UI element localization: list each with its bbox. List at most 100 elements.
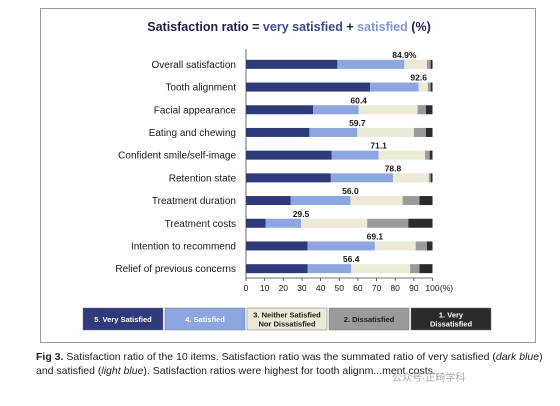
data-label: 60.4 (350, 95, 367, 105)
bar-segment-1 (246, 59, 338, 69)
bar-segment-5 (425, 127, 433, 137)
category-label: Confident smile/self-image (118, 151, 236, 162)
data-label: 92.6 (410, 73, 427, 83)
x-tick-label: 30 (297, 283, 307, 293)
bar-segment-1 (246, 82, 371, 92)
category-label: Facial appearance (154, 105, 237, 116)
x-tick-label: 70 (372, 283, 382, 293)
bar-segment-5 (430, 173, 433, 183)
bar-segment-3 (378, 150, 426, 160)
data-label: 84.9% (392, 50, 417, 60)
bar-segment-4 (428, 173, 431, 183)
category-label: Treatment costs (165, 219, 236, 230)
bar-segment-4 (417, 105, 426, 115)
chart-title-part: satisfied (357, 20, 408, 34)
bar-segment-1 (246, 105, 314, 115)
watermark-text: 公众号·正畸学科 (392, 373, 466, 384)
bar-segment-2 (309, 127, 358, 137)
bar-segment-4 (410, 264, 420, 274)
data-label: 56.4 (343, 254, 360, 264)
data-label: 29.5 (293, 209, 310, 219)
bar-segment-5 (430, 59, 433, 69)
x-tick-label: 40 (316, 283, 326, 293)
caption-fragment: Satisfaction ratio of the 10 items. Sati… (63, 351, 496, 363)
caption-fragment: ment costs. (382, 365, 436, 377)
bar-segment-1 (246, 173, 331, 183)
data-label: 69.1 (367, 231, 384, 241)
bar-segment-1 (246, 150, 332, 160)
caption-text: Satisfaction ratio of the 10 items. Sati… (36, 351, 543, 377)
bar-segment-5 (430, 82, 433, 92)
bar-segment-5 (419, 264, 433, 274)
bar-segment-1 (246, 241, 308, 251)
data-label: 59.7 (349, 118, 366, 128)
chart-frame: Satisfaction ratio = very satisfied + sa… (40, 8, 536, 343)
x-tick-label: 90 (409, 283, 419, 293)
category-label: Relief of previous concerns (115, 264, 236, 275)
bar-segment-4 (425, 150, 430, 160)
caption-fragment: light blue (101, 365, 144, 377)
legend-label-line: 5. Very Satisfied (94, 315, 152, 324)
bar-segment-4 (367, 218, 409, 228)
legend-label-line: Nor Dissatisfied (258, 320, 316, 329)
chart-title: Satisfaction ratio = very satisfied + sa… (147, 20, 430, 34)
bar-segment-3 (351, 264, 411, 274)
bar-segment-2 (331, 150, 379, 160)
bar-segment-3 (358, 105, 418, 115)
bar-segment-3 (374, 241, 416, 251)
bar-segment-4 (402, 196, 420, 206)
x-tick-label: 50 (335, 283, 345, 293)
legend-label-line: 3. Neither Satisfied (253, 311, 321, 320)
data-label: 78.8 (385, 163, 402, 173)
bar-segment-2 (307, 264, 352, 274)
legend-label-line: 2. Dissatisfied (344, 315, 395, 324)
data-label: 56.0 (342, 186, 359, 196)
chart-title-part: Satisfaction ratio = (147, 20, 263, 34)
caption-fragment: ) and satisfied ( (36, 351, 543, 377)
bar-segment-5 (408, 218, 433, 228)
bar-segment-3 (404, 59, 427, 69)
caption-fragment: ). Satisfaction ratios were highest for … (143, 365, 383, 377)
x-tick-label: 80 (390, 283, 400, 293)
bar-segment-5 (425, 105, 433, 115)
x-tick-label: 0 (244, 283, 249, 293)
category-label: Retention state (169, 173, 237, 184)
legend-label: 2. Dissatisfied (344, 315, 395, 324)
bar-segment-4 (427, 82, 431, 92)
bar-segment-1 (246, 196, 291, 206)
bar-segment-2 (337, 59, 405, 69)
x-tick-label: 60 (353, 283, 363, 293)
category-label: Treatment duration (152, 196, 236, 207)
legend-swatch-4 (328, 307, 410, 331)
legend-label: 3. Neither Satisfied Nor Dissatisfied (253, 311, 321, 329)
bar-segment-2 (313, 105, 359, 115)
bar-segment-5 (419, 196, 433, 206)
bar-segment-4 (415, 241, 427, 251)
bar-segment-1 (246, 264, 308, 274)
x-tick-label: 100 (425, 283, 439, 293)
legend-label: 1. Very Dissatisfied (430, 311, 473, 329)
bar-segment-3 (357, 127, 414, 137)
chart-title-part: (%) (408, 20, 431, 34)
chart-title-part: + (343, 20, 357, 34)
bar-segment-5 (426, 241, 433, 251)
legend-label: 4. Satisfied (185, 315, 225, 324)
legend-swatch-3 (246, 307, 328, 331)
bar-segment-2 (370, 82, 419, 92)
x-tick-label: 20 (279, 283, 289, 293)
category-label: Overall satisfaction (152, 60, 236, 71)
category-label: Eating and chewing (149, 128, 236, 139)
x-tick-label: 10 (260, 283, 270, 293)
bar-segment-2 (265, 218, 302, 228)
bar-segment-2 (307, 241, 375, 251)
bar-segment-4 (426, 59, 431, 69)
caption-fragment: dark blue (495, 351, 540, 363)
bar-segment-3 (350, 196, 403, 206)
bar-segment-3 (301, 218, 368, 228)
bar-segment-1 (246, 218, 266, 228)
legend-swatch-2 (164, 307, 246, 331)
bar-segment-2 (330, 173, 393, 183)
bar-segment-2 (290, 196, 351, 206)
legend-label: 5. Very Satisfied (94, 315, 152, 324)
chart-svg: Satisfaction ratio = very satisfied + sa… (82, 20, 492, 331)
